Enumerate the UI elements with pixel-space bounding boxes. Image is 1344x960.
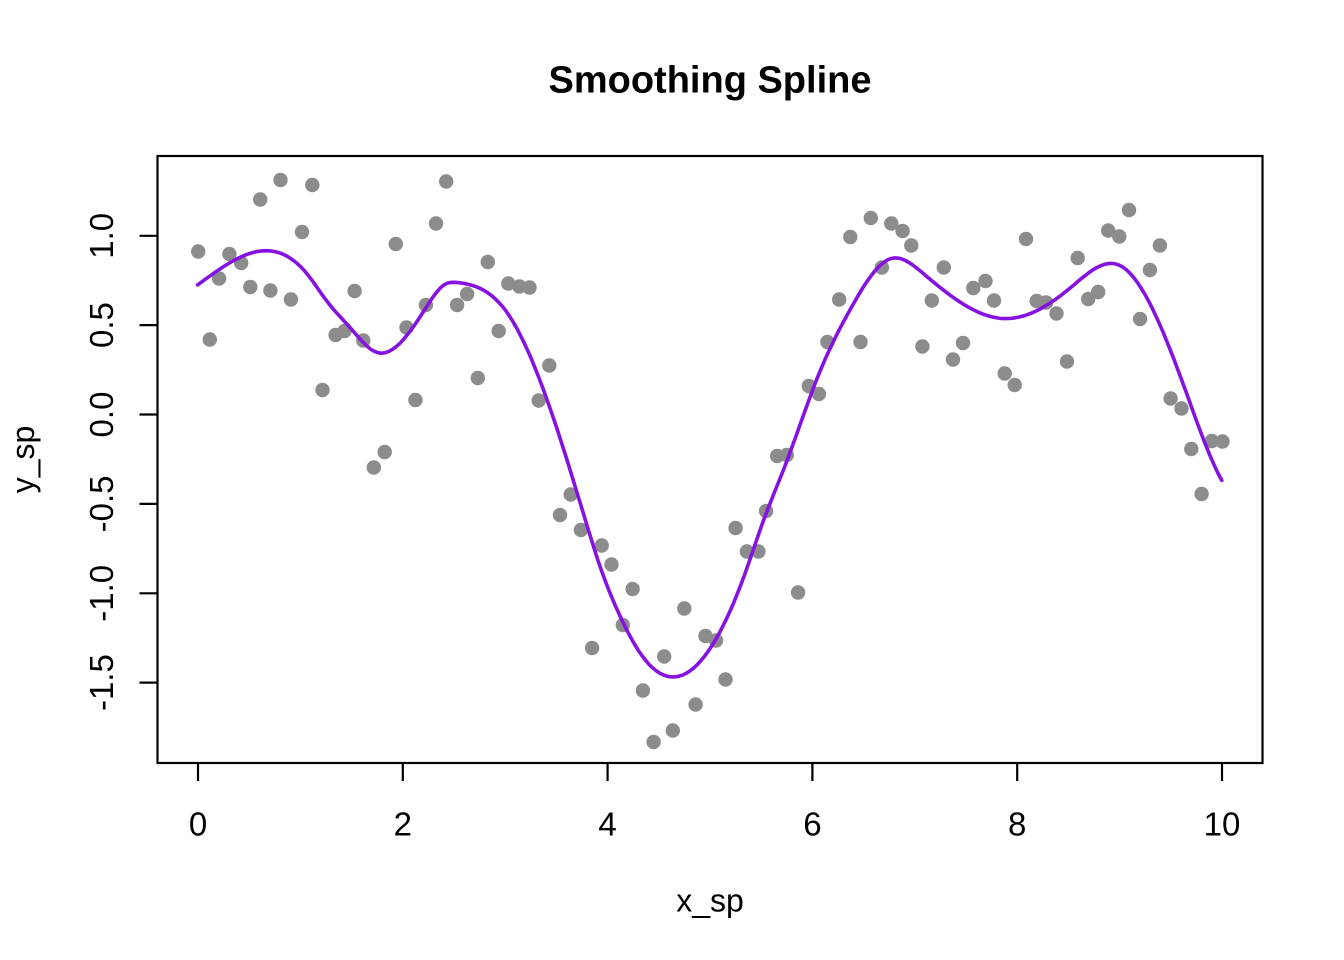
svg-text:x_sp: x_sp bbox=[676, 883, 744, 919]
svg-text:6: 6 bbox=[803, 806, 821, 843]
svg-text:Smoothing Spline: Smoothing Spline bbox=[549, 60, 872, 102]
svg-text:1.0: 1.0 bbox=[83, 213, 120, 259]
svg-text:y_sp: y_sp bbox=[5, 426, 41, 494]
svg-text:-1.5: -1.5 bbox=[83, 654, 120, 711]
svg-text:0.0: 0.0 bbox=[83, 392, 120, 438]
svg-text:8: 8 bbox=[1008, 806, 1026, 843]
svg-text:2: 2 bbox=[394, 806, 412, 843]
svg-text:10: 10 bbox=[1204, 806, 1241, 843]
svg-text:0.5: 0.5 bbox=[83, 302, 120, 348]
svg-text:-1.0: -1.0 bbox=[83, 565, 120, 622]
svg-text:0: 0 bbox=[189, 806, 207, 843]
svg-text:-0.5: -0.5 bbox=[83, 475, 120, 532]
svg-text:4: 4 bbox=[598, 806, 616, 843]
